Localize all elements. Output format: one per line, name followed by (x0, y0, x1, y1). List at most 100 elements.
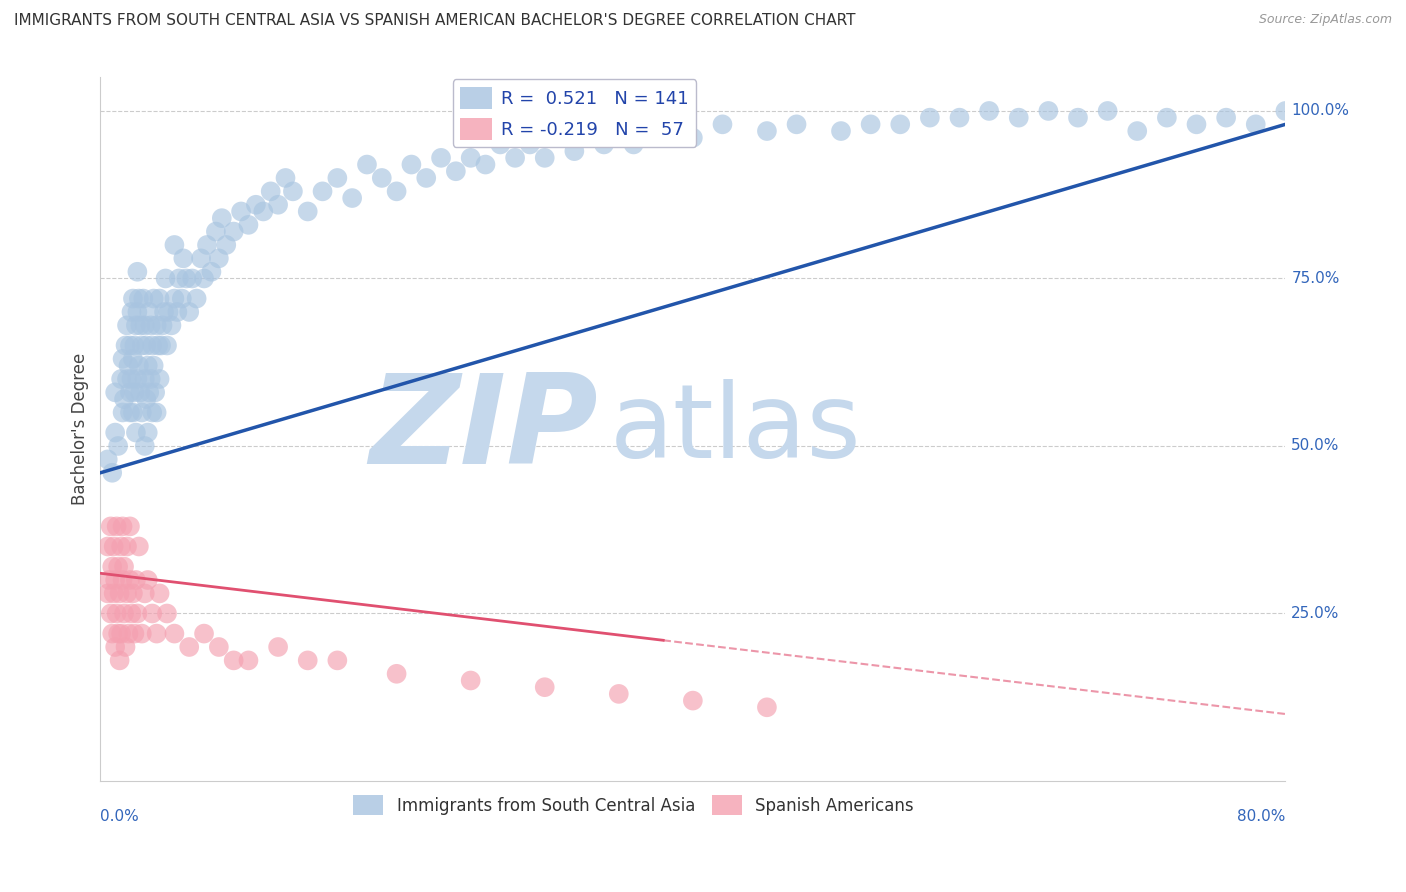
Point (153, 305, 176, 319)
Point (503, 151, 526, 165)
Point (118, 338, 141, 352)
Point (111, 573, 134, 587)
Point (131, 626, 153, 640)
Point (128, 359, 150, 373)
Point (129, 318, 152, 333)
Point (98, 573, 121, 587)
Point (138, 305, 160, 319)
Point (104, 425, 127, 440)
Point (222, 225, 245, 239)
Point (128, 292, 150, 306)
Point (172, 252, 194, 266)
Point (533, 151, 555, 165)
Point (460, 673, 482, 688)
Point (160, 318, 183, 333)
Point (152, 318, 174, 333)
Point (110, 540, 132, 554)
Point (371, 170, 394, 185)
Point (208, 640, 231, 654)
Point (115, 540, 138, 554)
Point (143, 385, 166, 400)
Point (131, 405, 153, 419)
Point (564, 144, 586, 158)
Point (105, 519, 128, 533)
Point (124, 626, 146, 640)
Point (118, 519, 141, 533)
Point (108, 653, 131, 667)
Point (136, 573, 159, 587)
Point (145, 318, 167, 333)
Point (245, 198, 267, 212)
Point (195, 238, 218, 252)
Point (222, 653, 245, 667)
Point (415, 170, 437, 185)
Point (297, 204, 319, 219)
Point (977, 103, 1000, 118)
Point (110, 626, 132, 640)
Point (107, 439, 129, 453)
Point (112, 392, 135, 406)
Point (149, 372, 172, 386)
Point (135, 338, 157, 352)
Point (134, 439, 156, 453)
Point (179, 640, 201, 654)
Point (193, 271, 215, 285)
Point (186, 292, 208, 306)
Point (141, 405, 163, 419)
Point (711, 117, 734, 131)
Point (190, 252, 212, 266)
Point (107, 559, 129, 574)
Point (157, 305, 180, 319)
Point (229, 204, 252, 219)
Point (118, 405, 141, 419)
Point (385, 185, 408, 199)
Point (889, 117, 911, 131)
Point (141, 607, 163, 621)
Point (105, 607, 128, 621)
Point (163, 292, 186, 306)
Point (918, 111, 941, 125)
Point (267, 640, 290, 654)
Point (533, 680, 555, 694)
Point (120, 372, 142, 386)
Point (124, 385, 146, 400)
Point (1097, 103, 1119, 118)
Point (101, 559, 124, 574)
Text: 80.0%: 80.0% (1237, 809, 1285, 824)
Point (166, 305, 188, 319)
Point (142, 292, 165, 306)
Point (786, 117, 808, 131)
Point (179, 305, 201, 319)
Point (311, 185, 333, 199)
Point (211, 211, 233, 226)
Point (125, 425, 148, 440)
Point (100, 519, 122, 533)
Point (136, 425, 159, 440)
Point (181, 271, 204, 285)
Point (138, 385, 160, 400)
Point (142, 359, 165, 373)
Point (755, 124, 778, 138)
Point (593, 137, 616, 152)
Point (122, 586, 145, 600)
Point (114, 338, 136, 352)
Point (519, 137, 541, 152)
Point (115, 318, 138, 333)
Point (326, 170, 349, 185)
Point (104, 385, 127, 400)
Point (132, 292, 155, 306)
Point (1215, 111, 1237, 125)
Y-axis label: Bachelor's Degree: Bachelor's Degree (72, 353, 89, 506)
Point (174, 271, 197, 285)
Point (260, 185, 283, 199)
Point (139, 372, 162, 386)
Point (548, 130, 571, 145)
Point (134, 586, 156, 600)
Point (682, 693, 704, 707)
Point (127, 305, 149, 319)
Point (1392, 103, 1406, 118)
Point (163, 626, 186, 640)
Point (1362, 111, 1385, 125)
Point (127, 607, 149, 621)
Point (281, 185, 304, 199)
